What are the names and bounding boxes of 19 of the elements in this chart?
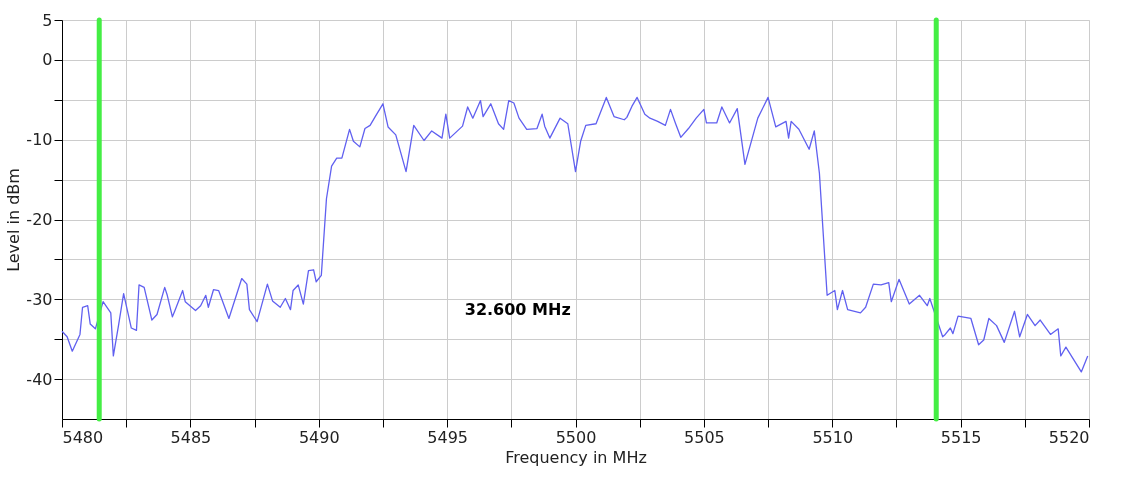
- y-tick-label: -40: [26, 369, 53, 389]
- x-tick-label: 5505: [684, 427, 725, 447]
- y-tick-label: -30: [26, 289, 53, 309]
- y-tick-label: -20: [26, 210, 53, 229]
- x-tick-label: 5500: [555, 427, 597, 447]
- line-series: [61, 96, 1089, 373]
- x-tick-label: 5480: [62, 427, 104, 447]
- x-tick-label: 5490: [298, 427, 340, 447]
- y-tick-label: 5: [42, 10, 53, 30]
- x-axis-title: Frequency in MHz: [505, 447, 647, 467]
- y-tick-label: -10: [26, 130, 53, 150]
- x-tick-label: 5485: [170, 427, 212, 447]
- x-tick-label: 5520: [1048, 427, 1090, 447]
- y-axis-title: Level in dBm: [4, 168, 24, 272]
- x-tick-label: 5495: [427, 427, 468, 447]
- x-tick-label: 5510: [812, 427, 854, 447]
- y-tick-label: 0: [42, 50, 53, 70]
- annotation: 32.600 MHz: [464, 300, 571, 319]
- x-tick-label: 5515: [940, 427, 982, 447]
